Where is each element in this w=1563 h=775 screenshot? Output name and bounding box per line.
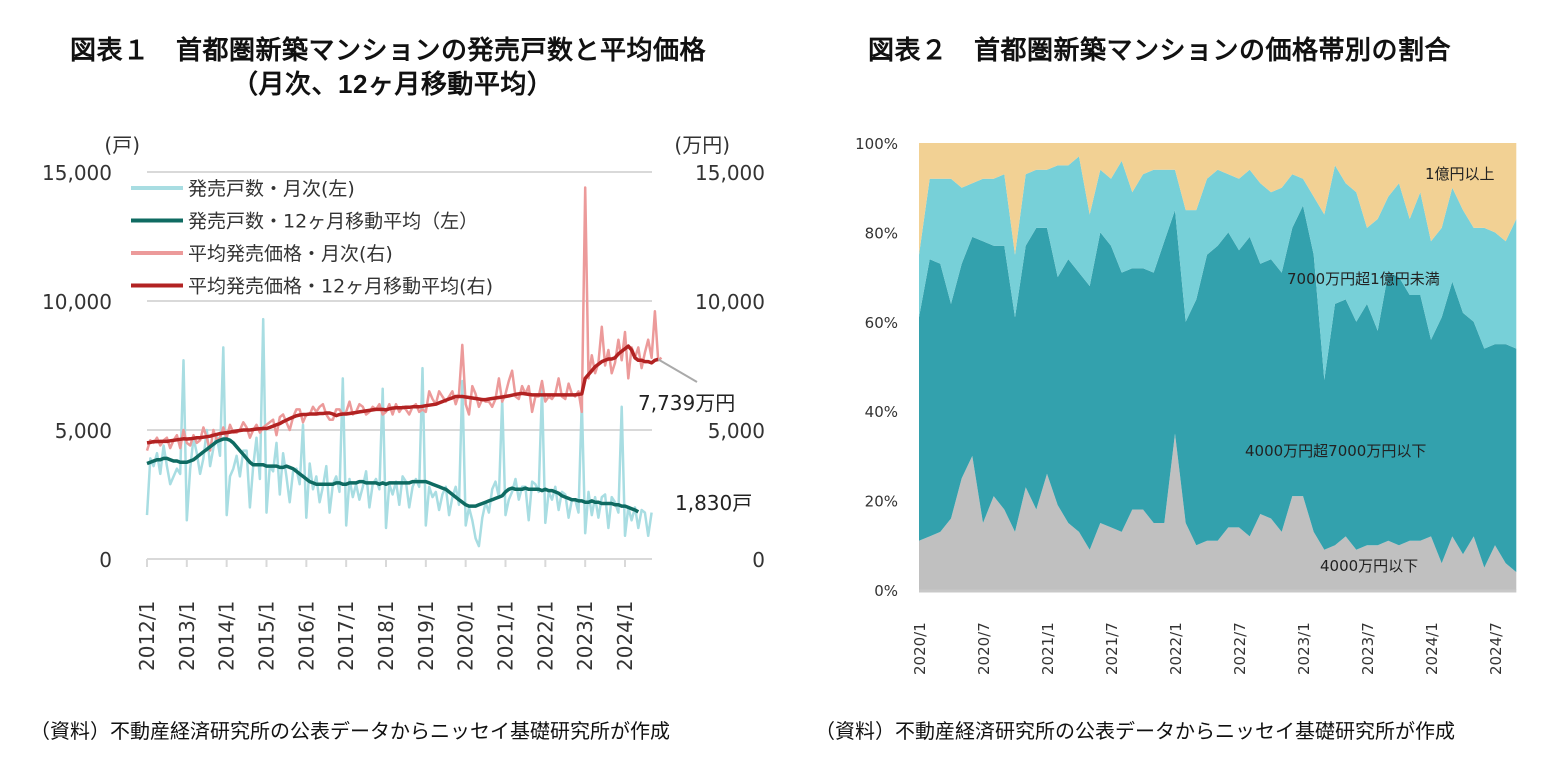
line-chart-sales-and-price: 0 0 5,000 5,000 10,000 10,000 15,000 15,000 (戸) (… — [42, 133, 765, 671]
x-tick-label: 2018/1 — [374, 601, 398, 671]
series-lines — [145, 186, 663, 548]
x-tick-label: 2024/7 — [1487, 622, 1505, 675]
y-tick-label: 100% — [855, 135, 898, 153]
x-tick-label: 2021/1 — [1039, 622, 1057, 675]
y-tick-label: 80% — [865, 224, 898, 242]
x-tick-label: 2015/1 — [255, 601, 279, 671]
right-tick-label: 5,000 — [708, 419, 765, 443]
figure1-source: （資料）不動産経済研究所の公表データからニッセイ基礎研究所が作成 — [30, 721, 670, 743]
left-tick-label: 0 — [99, 548, 112, 572]
area-label: 4000万円超7000万円以下 — [1245, 442, 1426, 460]
x-tick-label: 2014/1 — [215, 601, 239, 671]
area-layer-3 — [919, 143, 1517, 255]
axes: 0 0 5,000 5,000 10,000 10,000 15,000 15,000 (戸) (… — [42, 133, 765, 671]
right-tick-label: 10,000 — [695, 290, 765, 314]
area-layers — [919, 143, 1517, 590]
figure1-title-line2: （月次、12ヶ月移動平均） — [232, 69, 554, 99]
x-tick-label: 2020/1 — [911, 622, 929, 675]
x-tick-label: 2021/1 — [494, 601, 518, 671]
annotation-price: 7,739万円 — [638, 391, 735, 415]
area-label: 4000万円以下 — [1320, 557, 1418, 575]
x-tick-label: 2017/1 — [334, 601, 358, 671]
y-tick-label: 0% — [874, 582, 898, 600]
right-axis-unit: (万円) — [674, 133, 730, 157]
figure2-title: 図表２ 首都圏新築マンションの価格帯別の割合 — [868, 35, 1452, 65]
legend: 発売戸数・月次(左) 発売戸数・12ヶ月移動平均（左） 平均発売価格・月次(右) 平均… — [131, 178, 493, 298]
area-layer-0 — [919, 433, 1517, 590]
annotations: 7,739万円 1,830戸 — [638, 358, 752, 515]
x-tick-label: 2022/1 — [533, 601, 557, 671]
x-tick-label: 2016/1 — [294, 601, 318, 671]
axes: 0% 20% 40% 60% 80% 100% 2020/1 2020/7 2021/1 2021… — [855, 135, 1517, 675]
x-tick-label: 2012/1 — [135, 601, 159, 671]
figure1-title-line1: 図表１ 首都圏新築マンションの発売戸数と平均価格 — [70, 35, 707, 65]
x-tick-label: 2023/1 — [1295, 622, 1313, 675]
area-layer-1 — [919, 205, 1517, 573]
x-tick-label: 2023/7 — [1359, 622, 1377, 675]
grid-lines — [147, 171, 652, 560]
annotation-units: 1,830戸 — [675, 491, 752, 515]
legend-label: 平均発売価格・月次(右) — [188, 243, 393, 265]
y-tick-label: 20% — [865, 493, 898, 511]
x-tick-label: 2019/1 — [414, 601, 438, 671]
x-tick-label: 2024/1 — [1423, 622, 1441, 675]
x-tick-label: 2021/7 — [1103, 622, 1121, 675]
legend-label: 発売戸数・12ヶ月移動平均（左） — [188, 211, 478, 233]
annotation-leader — [657, 358, 698, 383]
x-tick-label: 2024/1 — [613, 601, 637, 671]
x-tick-label: 2022/1 — [1167, 622, 1185, 675]
y-tick-label: 40% — [865, 403, 898, 421]
left-tick-label: 10,000 — [42, 290, 112, 314]
series-line-0 — [145, 317, 653, 548]
legend-label: 発売戸数・月次(左) — [188, 178, 355, 200]
area-label: 1億円以上 — [1425, 165, 1495, 183]
area-layer-2 — [919, 156, 1517, 380]
y-tick-label: 60% — [865, 314, 898, 332]
x-tick-label: 2013/1 — [175, 601, 199, 671]
right-tick-label: 0 — [752, 548, 765, 572]
area-labels: 4000万円以下 4000万円超7000万円以下 7000万円超1億円未満 1億円以上 — [1245, 165, 1495, 575]
area-label: 7000万円超1億円未満 — [1287, 270, 1440, 288]
left-tick-label: 5,000 — [55, 419, 112, 443]
stacked-area-chart-price-bands: 0% 20% 40% 60% 80% 100% 2020/1 2020/7 2021/1 2021… — [855, 135, 1517, 675]
x-tick-label: 2020/1 — [454, 601, 478, 671]
x-tick-label: 2023/1 — [573, 601, 597, 671]
right-tick-label: 15,000 — [695, 161, 765, 185]
series-line-1 — [146, 437, 640, 514]
series-line-3 — [146, 344, 659, 445]
x-tick-label: 2022/7 — [1231, 622, 1249, 675]
left-tick-label: 15,000 — [42, 161, 112, 185]
x-tick-label: 2020/7 — [975, 622, 993, 675]
legend-label: 平均発売価格・12ヶ月移動平均(右) — [188, 276, 493, 298]
figure2-source: （資料）不動産経済研究所の公表データからニッセイ基礎研究所が作成 — [815, 721, 1455, 743]
left-axis-unit: (戸) — [104, 133, 140, 157]
